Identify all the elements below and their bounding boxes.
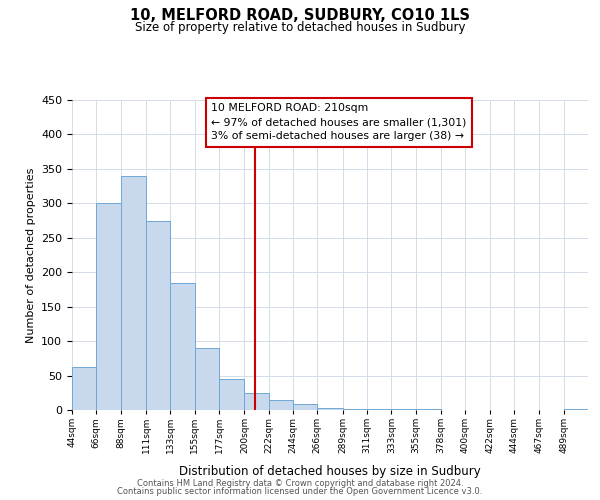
Y-axis label: Number of detached properties: Number of detached properties bbox=[26, 168, 35, 342]
Bar bbox=[269, 400, 293, 410]
Bar bbox=[244, 393, 269, 410]
Bar bbox=[194, 348, 219, 410]
Bar bbox=[121, 176, 146, 410]
Bar bbox=[97, 202, 121, 410]
Bar bbox=[293, 404, 317, 410]
Text: Contains HM Land Registry data © Crown copyright and database right 2024.: Contains HM Land Registry data © Crown c… bbox=[137, 478, 463, 488]
Text: 10, MELFORD ROAD, SUDBURY, CO10 1LS: 10, MELFORD ROAD, SUDBURY, CO10 1LS bbox=[130, 8, 470, 22]
Bar bbox=[317, 408, 343, 410]
Bar bbox=[219, 379, 244, 410]
Bar bbox=[72, 368, 97, 410]
Text: Contains public sector information licensed under the Open Government Licence v3: Contains public sector information licen… bbox=[118, 487, 482, 496]
Text: Size of property relative to detached houses in Sudbury: Size of property relative to detached ho… bbox=[135, 21, 465, 34]
Text: 10 MELFORD ROAD: 210sqm
← 97% of detached houses are smaller (1,301)
3% of semi-: 10 MELFORD ROAD: 210sqm ← 97% of detache… bbox=[211, 103, 467, 141]
Bar bbox=[563, 408, 588, 410]
Bar bbox=[146, 220, 170, 410]
Bar bbox=[170, 282, 194, 410]
Bar bbox=[343, 408, 367, 410]
Text: Distribution of detached houses by size in Sudbury: Distribution of detached houses by size … bbox=[179, 465, 481, 478]
